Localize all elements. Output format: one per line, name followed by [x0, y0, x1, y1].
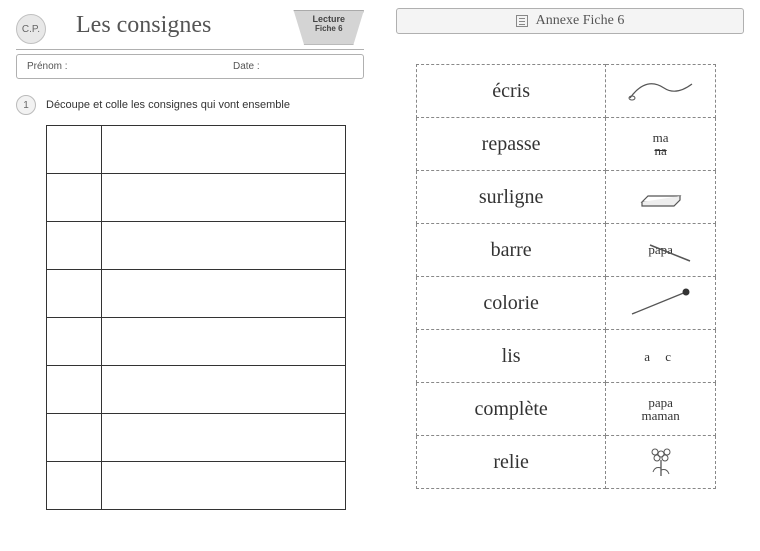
grid-cell: [102, 222, 346, 270]
grid-cell: [102, 126, 346, 174]
card-icon-book: [606, 171, 716, 224]
card-word: relie: [417, 436, 606, 489]
card-row: lisa c: [417, 330, 716, 383]
worksheet-title: Les consignes: [76, 12, 211, 39]
date-field: Date :: [233, 61, 353, 72]
card-icon-papa-cross: papa: [606, 224, 716, 277]
lecture-label: Lecture: [312, 14, 345, 24]
fiche-label: Fiche 6: [312, 25, 345, 34]
prenom-label: Prénom :: [27, 61, 68, 72]
grid-cell: [102, 366, 346, 414]
lecture-tab: Lecture Fiche 6: [293, 10, 364, 45]
card-icon-pencil-curve: [606, 65, 716, 118]
grid-cell: [47, 174, 102, 222]
card-word: surligne: [417, 171, 606, 224]
annex-page-icon: [516, 15, 528, 27]
grid-cell: [102, 270, 346, 318]
answer-grid: [46, 125, 346, 510]
grid-row: [47, 462, 346, 510]
card-word: complète: [417, 383, 606, 436]
card-row: relie: [417, 436, 716, 489]
grid-cell: [47, 318, 102, 366]
card-word: écris: [417, 65, 606, 118]
cp-label: C.P.: [22, 24, 40, 35]
worksheet-page-left: C.P. Les consignes Lecture Fiche 6 Préno…: [0, 0, 380, 551]
card-row: écris: [417, 65, 716, 118]
grid-cell: [47, 126, 102, 174]
card-word: colorie: [417, 277, 606, 330]
card-row: surligne: [417, 171, 716, 224]
annex-label: Annexe Fiche 6: [536, 13, 625, 29]
grid-cell: [47, 222, 102, 270]
card-row: complètepapamaman: [417, 383, 716, 436]
card-icon-line-dot: [606, 277, 716, 330]
grid-row: [47, 414, 346, 462]
card-row: repassemana: [417, 118, 716, 171]
instruction-text: Découpe et colle les consignes qui vont …: [46, 99, 290, 111]
instruction-number: 1: [16, 95, 36, 115]
card-row: barrepapa: [417, 224, 716, 277]
card-word: lis: [417, 330, 606, 383]
cards-table: écrisrepassemanasurlignebarrepapacolorie…: [416, 64, 716, 489]
grid-row: [47, 318, 346, 366]
date-label: Date :: [233, 61, 260, 72]
cards-table-body: écrisrepassemanasurlignebarrepapacolorie…: [417, 65, 716, 489]
grid-row: [47, 366, 346, 414]
card-icon-flower: [606, 436, 716, 489]
instruction-row: 1 Découpe et colle les consignes qui von…: [16, 95, 364, 115]
card-icon-papa-maman: papamaman: [606, 383, 716, 436]
card-icon-ma-na-strike: mana: [606, 118, 716, 171]
cp-badge: C.P.: [16, 14, 46, 44]
card-word: repasse: [417, 118, 606, 171]
grid-cell: [102, 318, 346, 366]
grid-cell: [102, 414, 346, 462]
grid-cell: [47, 414, 102, 462]
grid-cell: [47, 462, 102, 510]
grid-cell: [102, 174, 346, 222]
worksheet-page-right: Annexe Fiche 6 écrisrepassemanasurligneb…: [380, 0, 760, 551]
answer-grid-body: [47, 126, 346, 510]
grid-row: [47, 126, 346, 174]
grid-cell: [47, 366, 102, 414]
grid-cell: [47, 270, 102, 318]
prenom-field: Prénom :: [27, 61, 193, 72]
grid-row: [47, 270, 346, 318]
meta-row: Prénom : Date :: [16, 54, 364, 79]
grid-row: [47, 222, 346, 270]
card-row: colorie: [417, 277, 716, 330]
grid-cell: [102, 462, 346, 510]
card-word: barre: [417, 224, 606, 277]
grid-row: [47, 174, 346, 222]
header-band: C.P. Les consignes Lecture Fiche 6: [16, 8, 364, 50]
card-icon-a-c-glasses: a c: [606, 330, 716, 383]
annex-band: Annexe Fiche 6: [396, 8, 744, 34]
